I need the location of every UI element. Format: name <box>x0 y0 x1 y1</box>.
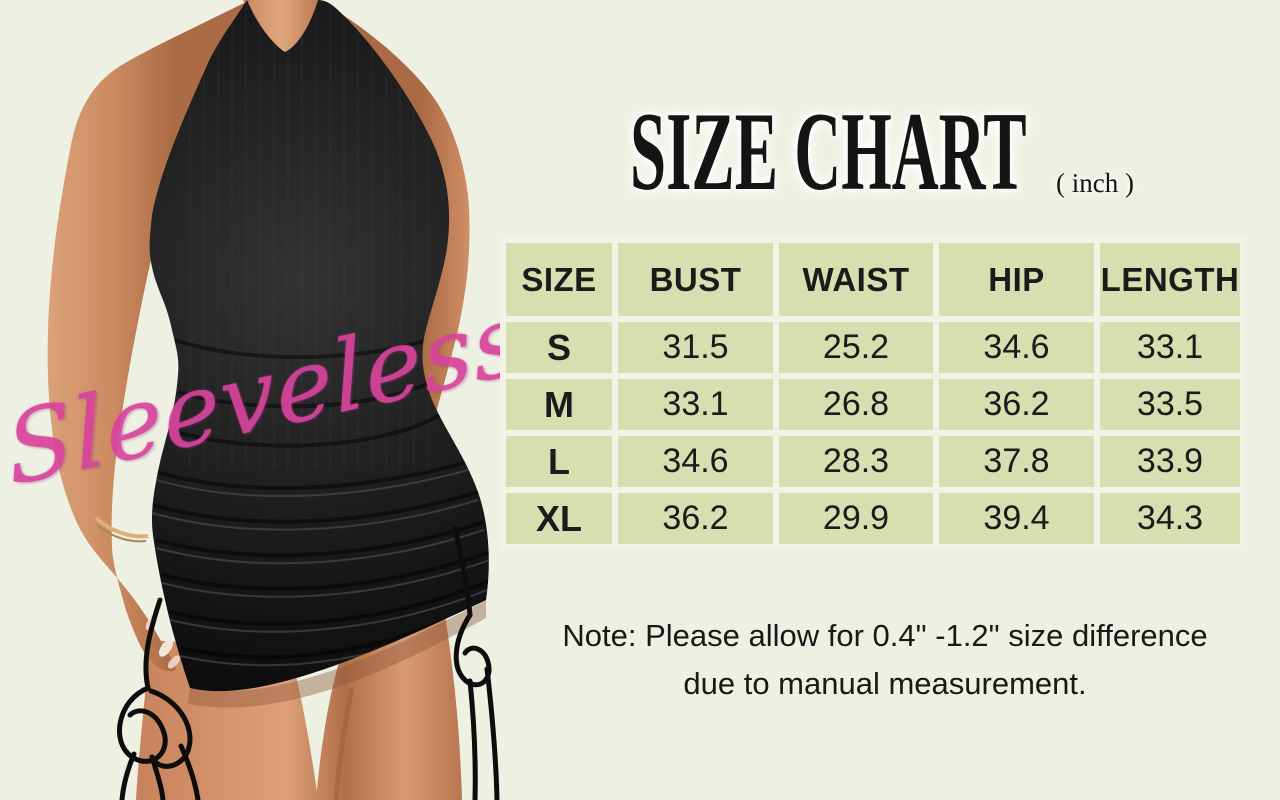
table-row-l: L 34.6 28.3 37.8 33.9 <box>506 436 1240 487</box>
fingernail <box>167 655 181 669</box>
measurement-cell: 36.2 <box>618 493 773 544</box>
note-line-1: Note: Please allow for 0.4" -1.2" size d… <box>562 618 1208 653</box>
measurement-cell: 34.3 <box>1100 493 1240 544</box>
col-header-bust: BUST <box>618 243 773 316</box>
skirt-drawstring-left <box>117 597 201 800</box>
col-header-waist: WAIST <box>779 243 933 316</box>
model-arm-left <box>47 0 251 545</box>
fingernail <box>158 639 174 657</box>
measurement-cell: 29.9 <box>779 493 933 544</box>
table-row-m: M 33.1 26.8 36.2 33.5 <box>506 379 1240 430</box>
size-cell: M <box>506 379 612 430</box>
table-row-s: S 31.5 25.2 34.6 33.1 <box>506 322 1240 373</box>
header-row: SIZE BUST WAIST HIP LENGTH <box>506 243 1240 316</box>
model-neck <box>243 0 318 52</box>
skirt-drawstring-right <box>452 525 500 800</box>
col-header-size: SIZE <box>506 243 612 316</box>
col-header-length: LENGTH <box>1100 243 1240 316</box>
measurement-note: Note: Please allow for 0.4" -1.2" size d… <box>505 612 1265 708</box>
size-cell: L <box>506 436 612 487</box>
measurement-cell: 33.1 <box>1100 322 1240 373</box>
measurement-cell: 36.2 <box>939 379 1094 430</box>
size-chart-title: SIZE CHART <box>630 90 1027 214</box>
table-row-xl: XL 36.2 29.9 39.4 34.3 <box>506 493 1240 544</box>
measurement-cell: 28.3 <box>779 436 933 487</box>
bracelet <box>94 516 149 543</box>
size-cell: S <box>506 322 612 373</box>
measurement-cell: 34.6 <box>939 322 1094 373</box>
size-table: SIZE BUST WAIST HIP LENGTH S 31.5 25.2 3… <box>500 237 1246 550</box>
hem-shadow <box>188 600 486 708</box>
unit-label: ( inch ) <box>1056 168 1134 198</box>
size-cell: XL <box>506 493 612 544</box>
col-header-hip: HIP <box>939 243 1094 316</box>
model-photo <box>47 0 500 800</box>
measurement-cell: 33.1 <box>618 379 773 430</box>
note-line-2: due to manual measurement. <box>683 666 1087 701</box>
measurement-cell: 39.4 <box>939 493 1094 544</box>
measurement-cell: 33.5 <box>1100 379 1240 430</box>
measurement-cell: 26.8 <box>779 379 933 430</box>
measurement-cell: 33.9 <box>1100 436 1240 487</box>
measurement-cell: 25.2 <box>779 322 933 373</box>
measurement-cell: 31.5 <box>618 322 773 373</box>
measurement-cell: 37.8 <box>939 436 1094 487</box>
measurement-cell: 34.6 <box>618 436 773 487</box>
